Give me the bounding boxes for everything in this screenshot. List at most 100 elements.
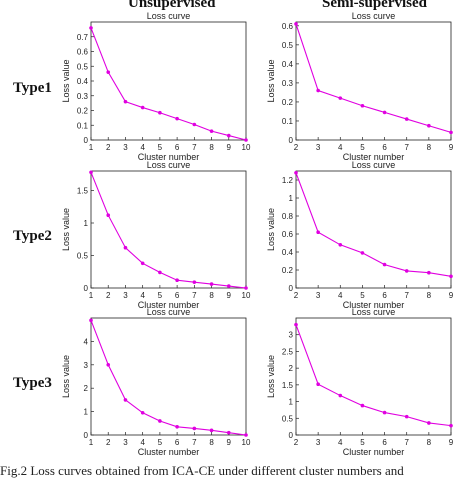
data-point bbox=[316, 88, 320, 93]
data-point bbox=[192, 122, 197, 127]
x-tick-label: 4 bbox=[338, 291, 343, 300]
y-tick-label: 2 bbox=[289, 364, 294, 373]
x-axis-label: Cluster number bbox=[138, 300, 200, 310]
y-tick-label: 0.5 bbox=[282, 414, 294, 423]
y-tick-label: 0 bbox=[289, 136, 294, 145]
x-tick-label: 2 bbox=[106, 291, 111, 300]
x-tick-label: 4 bbox=[338, 438, 343, 447]
y-tick-label: 1 bbox=[289, 398, 294, 407]
x-tick-label: 1 bbox=[89, 291, 94, 300]
data-point bbox=[89, 170, 93, 175]
data-point bbox=[404, 414, 409, 419]
series-line bbox=[295, 23, 452, 133]
data-point bbox=[360, 251, 365, 255]
y-axis-label: Loss value bbox=[61, 59, 71, 102]
x-axis-label: Cluster number bbox=[343, 300, 405, 310]
header-unsupervised: Unsupervised bbox=[128, 0, 216, 11]
data-point bbox=[316, 230, 320, 234]
y-tick-label: 4 bbox=[84, 337, 89, 346]
x-tick-label: 7 bbox=[192, 438, 197, 447]
data-point bbox=[140, 105, 145, 110]
data-point bbox=[427, 421, 431, 425]
series-line bbox=[90, 27, 247, 141]
data-point bbox=[294, 171, 298, 175]
data-point bbox=[209, 428, 214, 433]
data-point bbox=[360, 103, 365, 108]
y-axis-label: Loss value bbox=[266, 59, 276, 102]
y-tick-label: 0.6 bbox=[282, 230, 294, 239]
x-tick-label: 8 bbox=[209, 143, 214, 152]
plot-area bbox=[295, 317, 452, 436]
y-tick-label: 2.5 bbox=[282, 347, 294, 356]
y-tick-label: 0.1 bbox=[282, 117, 294, 126]
y-tick-label: 0.5 bbox=[77, 252, 89, 261]
x-tick-label: 7 bbox=[404, 143, 409, 152]
x-tick-label: 4 bbox=[140, 291, 145, 300]
data-point bbox=[123, 99, 128, 104]
y-tick-label: 0 bbox=[84, 136, 89, 145]
data-point bbox=[123, 245, 128, 250]
x-tick-label: 10 bbox=[242, 143, 251, 152]
x-tick-label: 8 bbox=[427, 291, 432, 300]
x-tick-label: 10 bbox=[242, 291, 251, 300]
x-tick-label: 5 bbox=[360, 438, 365, 447]
header-semi-supervised: Semi-supervised bbox=[322, 0, 427, 11]
y-tick-label: 0.2 bbox=[282, 266, 294, 275]
data-point bbox=[226, 284, 231, 288]
x-tick-label: 5 bbox=[158, 438, 163, 447]
x-axis-label: Cluster number bbox=[138, 152, 200, 162]
series-line bbox=[90, 320, 247, 436]
data-point bbox=[404, 117, 409, 121]
data-point bbox=[294, 322, 298, 327]
x-tick-label: 4 bbox=[338, 143, 343, 152]
y-tick-label: 1.5 bbox=[77, 187, 89, 196]
data-point bbox=[192, 280, 197, 284]
y-axis-label: Loss value bbox=[266, 208, 276, 251]
y-tick-label: 0.2 bbox=[282, 98, 294, 107]
x-tick-label: 1 bbox=[89, 438, 94, 447]
data-point bbox=[123, 398, 128, 402]
data-point bbox=[294, 22, 298, 26]
x-tick-label: 6 bbox=[175, 291, 180, 300]
y-tick-label: 0 bbox=[84, 431, 89, 440]
x-tick-label: 6 bbox=[382, 291, 387, 300]
figure-caption: Fig.2 Loss curves obtained from ICA-CE u… bbox=[0, 463, 404, 478]
data-point bbox=[449, 274, 453, 279]
plot-area bbox=[90, 317, 247, 436]
x-axis-label: Cluster number bbox=[138, 447, 200, 457]
data-point bbox=[404, 269, 409, 273]
x-tick-label: 9 bbox=[227, 291, 232, 300]
y-tick-label: 3 bbox=[289, 331, 294, 340]
x-tick-label: 9 bbox=[449, 438, 454, 447]
x-tick-label: 10 bbox=[242, 438, 251, 447]
data-point bbox=[209, 282, 214, 286]
x-tick-label: 2 bbox=[294, 438, 299, 447]
data-point bbox=[158, 110, 162, 115]
x-tick-label: 2 bbox=[294, 291, 299, 300]
y-tick-label: 1.5 bbox=[282, 381, 294, 390]
data-point bbox=[106, 363, 111, 367]
y-tick-label: 0 bbox=[84, 284, 89, 293]
chart-title: Loss curve bbox=[352, 11, 396, 21]
plot-area bbox=[295, 21, 452, 141]
x-tick-label: 6 bbox=[382, 143, 387, 152]
chart-title: Loss curve bbox=[147, 160, 191, 170]
y-tick-label: 0.4 bbox=[77, 77, 89, 86]
x-tick-label: 9 bbox=[449, 291, 454, 300]
plot-area bbox=[90, 21, 247, 141]
x-axis-label: Cluster number bbox=[343, 447, 405, 457]
x-tick-label: 7 bbox=[404, 291, 409, 300]
y-axis-label: Loss value bbox=[61, 208, 71, 251]
x-tick-label: 4 bbox=[140, 438, 145, 447]
x-tick-label: 7 bbox=[192, 143, 197, 152]
data-point bbox=[209, 129, 214, 133]
series-line bbox=[295, 172, 452, 277]
y-tick-label: 0.8 bbox=[282, 212, 294, 221]
data-point bbox=[175, 425, 179, 429]
data-point bbox=[192, 426, 197, 431]
y-tick-label: 1 bbox=[84, 219, 89, 228]
y-tick-label: 1 bbox=[289, 194, 294, 203]
chart-title: Loss curve bbox=[352, 160, 396, 170]
